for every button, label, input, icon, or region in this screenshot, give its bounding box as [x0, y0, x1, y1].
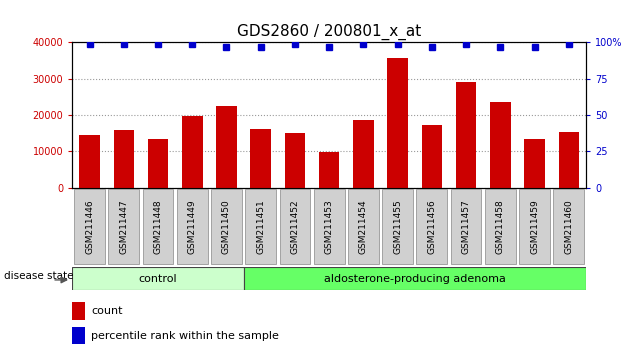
FancyBboxPatch shape: [177, 189, 208, 264]
Text: percentile rank within the sample: percentile rank within the sample: [91, 331, 279, 341]
Text: GSM211459: GSM211459: [530, 199, 539, 254]
Bar: [456, 82, 476, 188]
Bar: [72, 302, 85, 320]
Bar: [72, 327, 85, 344]
Text: GSM211447: GSM211447: [119, 199, 129, 254]
FancyBboxPatch shape: [382, 189, 413, 264]
Bar: [79, 135, 100, 188]
Text: disease state: disease state: [4, 272, 73, 281]
FancyBboxPatch shape: [450, 189, 481, 264]
FancyBboxPatch shape: [142, 189, 173, 264]
FancyBboxPatch shape: [211, 189, 242, 264]
Text: GSM211457: GSM211457: [462, 199, 471, 254]
Text: GSM211451: GSM211451: [256, 199, 265, 254]
Bar: [285, 133, 305, 188]
Text: count: count: [91, 306, 123, 316]
Text: GSM211453: GSM211453: [324, 199, 334, 254]
Bar: [524, 139, 545, 188]
Text: control: control: [139, 274, 177, 284]
Text: GSM211455: GSM211455: [393, 199, 402, 254]
FancyBboxPatch shape: [348, 189, 379, 264]
FancyBboxPatch shape: [108, 189, 139, 264]
Text: GSM211450: GSM211450: [222, 199, 231, 254]
FancyBboxPatch shape: [485, 189, 516, 264]
Bar: [319, 152, 340, 188]
FancyBboxPatch shape: [245, 189, 276, 264]
Text: GSM211456: GSM211456: [427, 199, 437, 254]
Bar: [353, 120, 374, 188]
Text: GSM211452: GSM211452: [290, 199, 299, 254]
FancyBboxPatch shape: [280, 189, 311, 264]
Text: GSM211454: GSM211454: [359, 199, 368, 254]
Bar: [387, 58, 408, 188]
FancyBboxPatch shape: [519, 189, 550, 264]
Text: GSM211448: GSM211448: [154, 199, 163, 254]
Text: GSM211458: GSM211458: [496, 199, 505, 254]
Bar: [113, 130, 134, 188]
Bar: [148, 139, 168, 188]
Bar: [490, 102, 510, 188]
Text: aldosterone-producing adenoma: aldosterone-producing adenoma: [324, 274, 506, 284]
Bar: [216, 106, 237, 188]
Bar: [182, 116, 202, 188]
FancyBboxPatch shape: [553, 189, 584, 264]
FancyBboxPatch shape: [314, 189, 345, 264]
FancyBboxPatch shape: [72, 267, 244, 290]
Bar: [251, 129, 271, 188]
Text: GSM211446: GSM211446: [85, 199, 94, 254]
Text: GSM211449: GSM211449: [188, 199, 197, 254]
Text: GSM211460: GSM211460: [564, 199, 573, 254]
FancyBboxPatch shape: [416, 189, 447, 264]
Bar: [559, 132, 579, 188]
Bar: [421, 125, 442, 188]
Title: GDS2860 / 200801_x_at: GDS2860 / 200801_x_at: [237, 23, 421, 40]
FancyBboxPatch shape: [74, 189, 105, 264]
FancyBboxPatch shape: [244, 267, 586, 290]
